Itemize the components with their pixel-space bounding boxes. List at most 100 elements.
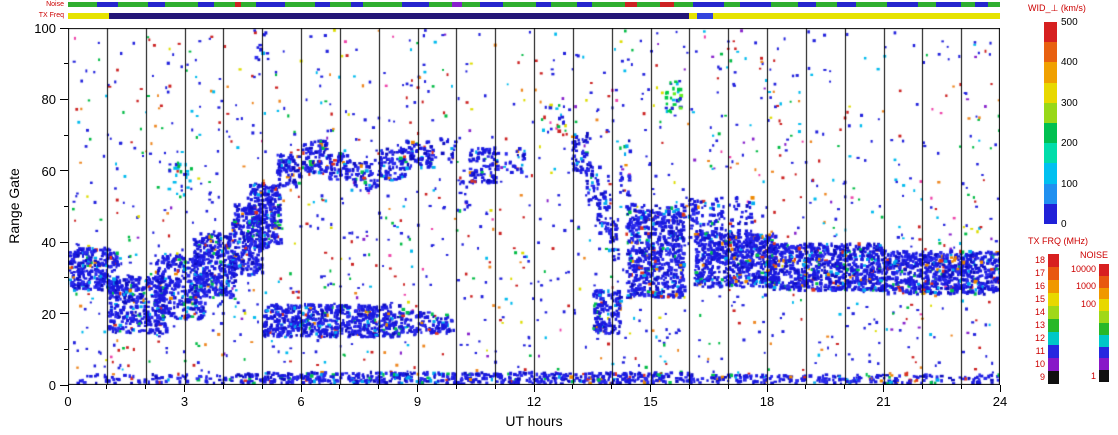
txfrq-tick-label: 9 bbox=[1039, 372, 1045, 382]
x-axis-tick bbox=[611, 385, 613, 389]
heatmap-canvas bbox=[68, 28, 1000, 385]
strip-segment bbox=[576, 2, 593, 7]
colorbar-segment bbox=[1044, 62, 1057, 83]
y-tick-label: 100 bbox=[34, 21, 56, 36]
x-axis-tick bbox=[844, 385, 846, 389]
x-axis-title: UT hours bbox=[505, 413, 563, 429]
x-tick-label: 18 bbox=[759, 394, 775, 409]
wid-tick-label: 400 bbox=[1061, 57, 1078, 69]
strip-segment bbox=[697, 13, 713, 19]
strip-segment bbox=[401, 2, 430, 7]
strip-segment bbox=[234, 2, 241, 7]
y-axis-tick bbox=[60, 98, 68, 100]
x-axis-tick bbox=[766, 385, 768, 392]
noise-colorbar-title: NOISE bbox=[1080, 250, 1109, 260]
wid-tick-label: 100 bbox=[1061, 178, 1078, 190]
noise-tick-label: 10000 bbox=[1070, 263, 1096, 274]
x-axis-tick bbox=[572, 385, 574, 389]
txfrq-colorbar bbox=[1048, 254, 1059, 384]
colorbar-segment bbox=[1044, 82, 1057, 103]
y-tick-label: 20 bbox=[41, 306, 56, 322]
x-axis-tick bbox=[106, 385, 108, 389]
x-tick-label: 3 bbox=[180, 394, 189, 409]
wid-tick-label: 0 bbox=[1061, 219, 1067, 230]
wid-tick-label: 200 bbox=[1061, 138, 1078, 150]
strip-segment bbox=[974, 2, 989, 7]
wid-colorbar-title: WID_⊥ (km/s) bbox=[1028, 3, 1086, 13]
strip-segment bbox=[97, 2, 119, 7]
x-axis-tick bbox=[494, 385, 496, 389]
y-axis-title: Range Gate bbox=[6, 168, 22, 244]
x-tick-label: 15 bbox=[643, 394, 658, 409]
colorbar-segment bbox=[1044, 123, 1057, 144]
txfreq-indicator-strip bbox=[68, 13, 1000, 19]
txfrq-tick-label: 12 bbox=[1034, 333, 1045, 343]
noise-colorbar bbox=[1099, 264, 1109, 382]
x-axis-tick bbox=[145, 385, 147, 389]
noise-tick-label: 1000 bbox=[1075, 281, 1096, 292]
colorbar-segment bbox=[1099, 322, 1109, 335]
colorbar-segment bbox=[1044, 143, 1057, 164]
x-axis-tick bbox=[883, 385, 884, 392]
x-axis-tick bbox=[921, 385, 923, 389]
x-tick-label: 6 bbox=[297, 394, 305, 409]
x-axis-tick bbox=[261, 385, 263, 389]
strip-segment bbox=[625, 2, 637, 7]
strip-segment bbox=[198, 2, 214, 7]
y-axis-tick bbox=[64, 348, 68, 350]
strip-segment bbox=[836, 2, 857, 7]
wid-colorbar bbox=[1044, 22, 1057, 225]
colorbar-segment bbox=[1099, 370, 1109, 382]
strip-segment bbox=[452, 2, 463, 7]
y-axis-tick bbox=[64, 63, 68, 65]
x-axis-tick bbox=[378, 385, 380, 389]
y-tick-label: 40 bbox=[41, 235, 56, 251]
txfrq-tick-label: 13 bbox=[1034, 320, 1045, 330]
colorbar-segment bbox=[1048, 332, 1059, 345]
colorbar-segment bbox=[1048, 371, 1059, 384]
y-axis-tick bbox=[64, 277, 68, 279]
y-axis-tick bbox=[60, 384, 68, 386]
x-axis-tick bbox=[339, 385, 341, 389]
x-axis-tick bbox=[300, 385, 302, 392]
x-axis-tick bbox=[805, 385, 807, 389]
y-axis-tick bbox=[64, 134, 68, 136]
x-axis-tick bbox=[67, 385, 69, 392]
colorbar-segment bbox=[1044, 163, 1057, 184]
strip-segment bbox=[351, 2, 364, 7]
txfrq-tick-label: 18 bbox=[1034, 255, 1045, 265]
y-axis-tick bbox=[64, 206, 68, 207]
y-tick-label: 0 bbox=[48, 378, 56, 393]
txfrq-tick-label: 17 bbox=[1034, 268, 1045, 278]
x-axis-tick bbox=[455, 385, 457, 389]
colorbar-segment bbox=[1099, 311, 1109, 323]
x-axis-tick bbox=[417, 385, 418, 392]
x-axis-tick bbox=[650, 385, 651, 392]
colorbar-segment bbox=[1048, 254, 1059, 267]
txfreq-strip-label: TX Freq bbox=[38, 12, 64, 19]
strip-segment bbox=[479, 2, 503, 7]
y-tick-label: 80 bbox=[41, 92, 56, 108]
strip-segment bbox=[314, 2, 331, 7]
colorbar-segment bbox=[1099, 299, 1109, 312]
colorbar-segment bbox=[1044, 22, 1057, 43]
x-tick-label: 9 bbox=[413, 394, 422, 409]
strip-segment bbox=[935, 2, 962, 7]
colorbar-segment bbox=[1048, 319, 1059, 332]
colorbar-segment bbox=[1048, 293, 1059, 306]
colorbar-segment bbox=[1044, 42, 1057, 63]
colorbar-segment bbox=[1099, 346, 1109, 359]
noise-indicator-strip bbox=[68, 2, 1000, 7]
colorbar-segment bbox=[1099, 287, 1109, 300]
txfrq-tick-label: 16 bbox=[1034, 281, 1045, 291]
txfrq-colorbar-title: TX FRQ (MHz) bbox=[1028, 236, 1088, 246]
noise-tick-label: 1 bbox=[1090, 370, 1096, 381]
y-axis-tick bbox=[60, 313, 68, 315]
wid-tick-label: 300 bbox=[1061, 97, 1078, 109]
x-axis-tick bbox=[727, 385, 729, 389]
txfrq-tick-label: 14 bbox=[1034, 307, 1045, 317]
x-tick-label: 0 bbox=[64, 394, 72, 409]
strip-segment bbox=[68, 2, 1000, 7]
strip-segment bbox=[147, 2, 166, 7]
